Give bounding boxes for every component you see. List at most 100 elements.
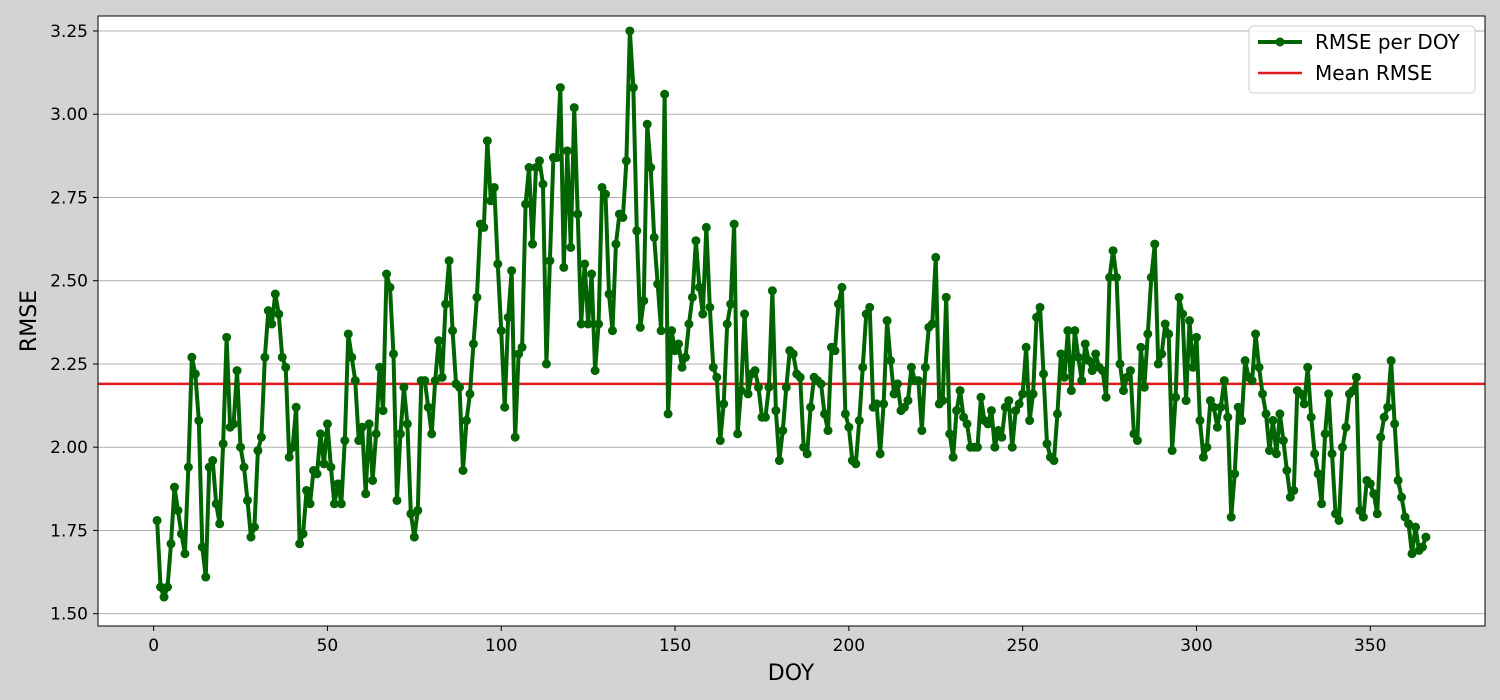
rmse-data-point xyxy=(1066,386,1076,396)
rmse-data-point xyxy=(1000,402,1010,412)
y-tick-label: 1.50 xyxy=(50,605,88,625)
rmse-data-point xyxy=(340,436,350,446)
rmse-data-point xyxy=(1296,389,1306,399)
rmse-data-point xyxy=(152,515,162,525)
rmse-data-point xyxy=(997,432,1007,442)
rmse-data-point xyxy=(1268,416,1278,426)
rmse-data-point xyxy=(799,442,809,452)
rmse-data-point xyxy=(1351,372,1361,382)
rmse-data-point xyxy=(882,316,892,326)
rmse-data-point xyxy=(955,386,965,396)
rmse-data-point xyxy=(1080,339,1090,349)
legend-series-marker xyxy=(1275,37,1285,47)
legend-box xyxy=(1248,25,1476,94)
rmse-data-point xyxy=(302,485,312,495)
rmse-data-point xyxy=(802,449,812,459)
rmse-data-point xyxy=(1021,342,1031,352)
rmse-data-point xyxy=(1178,309,1188,319)
rmse-data-point xyxy=(639,296,649,306)
rmse-data-point xyxy=(312,469,322,479)
rmse-data-point xyxy=(496,326,506,336)
rmse-data-point xyxy=(545,256,555,266)
rmse-data-point xyxy=(1167,446,1177,456)
rmse-data-point xyxy=(215,519,225,529)
rmse-data-point xyxy=(378,406,388,416)
rmse-data-point xyxy=(1282,466,1292,476)
rmse-data-point xyxy=(1216,402,1226,412)
rmse-data-point xyxy=(479,222,489,232)
rmse-data-point xyxy=(1240,356,1250,366)
rmse-data-point xyxy=(931,252,941,262)
rmse-data-point xyxy=(430,376,440,386)
rmse-data-point xyxy=(1379,412,1389,422)
rmse-data-point xyxy=(667,326,677,336)
rmse-data-point xyxy=(1258,389,1268,399)
rmse-data-point xyxy=(1028,389,1038,399)
rmse-data-point xyxy=(559,262,569,272)
rmse-data-point xyxy=(1212,422,1222,432)
rmse-data-point xyxy=(347,352,357,362)
y-tick-label: 2.25 xyxy=(50,355,88,375)
rmse-data-point xyxy=(277,352,287,362)
rmse-data-point xyxy=(333,479,343,489)
rmse-data-point xyxy=(781,382,791,392)
rmse-data-point xyxy=(322,419,332,429)
rmse-data-point xyxy=(284,452,294,462)
legend-mean-label: Mean RMSE xyxy=(1315,61,1432,85)
plot-area xyxy=(98,16,1485,626)
rmse-data-point xyxy=(986,406,996,416)
rmse-data-point xyxy=(472,292,482,302)
rmse-data-point xyxy=(691,236,701,246)
y-tick-label: 1.75 xyxy=(50,521,88,541)
rmse-data-point xyxy=(913,376,923,386)
rmse-data-point xyxy=(607,326,617,336)
rmse-data-point xyxy=(1310,449,1320,459)
rmse-data-point xyxy=(1146,272,1156,282)
rmse-data-point xyxy=(729,219,739,229)
rmse-data-point xyxy=(952,406,962,416)
rmse-data-point xyxy=(1059,372,1069,382)
rmse-data-point xyxy=(482,136,492,146)
rmse-data-point xyxy=(972,442,982,452)
rmse-data-point xyxy=(1181,396,1191,406)
rmse-data-point xyxy=(646,163,656,173)
rmse-data-point xyxy=(190,369,200,379)
rmse-data-point xyxy=(893,379,903,389)
rmse-data-point xyxy=(653,279,663,289)
rmse-data-point xyxy=(242,495,252,505)
rmse-data-point xyxy=(767,286,777,296)
rmse-data-point xyxy=(1049,456,1059,466)
rmse-data-point xyxy=(573,209,583,219)
rmse-data-point xyxy=(719,399,729,409)
rmse-data-point xyxy=(187,352,197,362)
rmse-data-point xyxy=(851,459,861,469)
rmse-data-point xyxy=(743,389,753,399)
rmse-data-point xyxy=(1230,469,1240,479)
rmse-data-point xyxy=(823,426,833,436)
x-tick-label: 250 xyxy=(1006,636,1038,656)
rmse-data-point xyxy=(959,412,969,422)
rmse-data-point xyxy=(753,382,763,392)
rmse-data-point xyxy=(1122,372,1132,382)
rmse-data-point xyxy=(197,542,207,552)
rmse-data-point xyxy=(562,146,572,156)
rmse-data-point xyxy=(625,26,635,36)
rmse-data-point xyxy=(566,242,576,252)
rmse-data-point xyxy=(521,199,531,209)
rmse-data-point xyxy=(211,499,221,509)
rmse-data-point xyxy=(1320,429,1330,439)
rmse-data-point xyxy=(1386,356,1396,366)
x-tick-label: 150 xyxy=(659,636,691,656)
rmse-data-point xyxy=(927,319,937,329)
rmse-data-point xyxy=(267,319,277,329)
rmse-data-point xyxy=(156,582,166,592)
rmse-data-point xyxy=(552,153,562,163)
rmse-data-point xyxy=(229,419,239,429)
rmse-data-point xyxy=(1025,416,1035,426)
rmse-data-point xyxy=(399,382,409,392)
rmse-data-point xyxy=(434,336,444,346)
rmse-data-point xyxy=(1410,522,1420,532)
rmse-data-point xyxy=(253,446,263,456)
rmse-data-point xyxy=(680,352,690,362)
rmse-data-point xyxy=(232,366,242,376)
